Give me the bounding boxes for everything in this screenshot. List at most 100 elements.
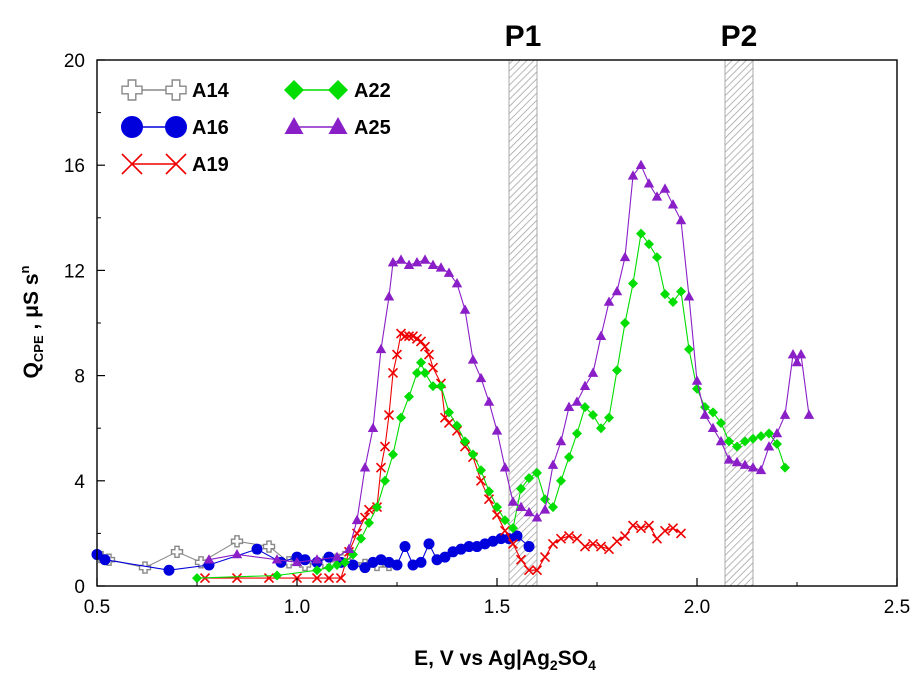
data-point-a16-22: [439, 551, 451, 563]
region-label-p1: P1: [505, 20, 542, 53]
data-point-a19-48: [603, 544, 615, 555]
y-tick-label: 12: [64, 261, 85, 282]
legend-item-a19: A19: [121, 153, 229, 176]
x-tick-label: 1.0: [284, 597, 310, 618]
data-point-a19-51: [627, 520, 639, 531]
data-point-a19-28: [443, 417, 455, 429]
data-point-a16-4: [251, 543, 263, 555]
data-point-a22-58: [756, 431, 766, 442]
y-tick-label: 8: [74, 367, 85, 388]
data-point-a25-65: [803, 409, 815, 419]
data-point-a19-41: [547, 538, 559, 549]
data-point-a25-23: [475, 372, 487, 383]
data-point-a19-15: [387, 367, 399, 379]
data-point-a25-27: [507, 496, 519, 506]
data-point-a22-61: [780, 462, 790, 473]
data-point-a22-23: [476, 465, 486, 476]
data-point-a22-18: [436, 381, 446, 392]
data-point-a22-45: [652, 252, 662, 263]
data-point-a25-28: [515, 501, 527, 511]
data-point-a22-38: [596, 423, 606, 434]
data-point-a25-9: [367, 422, 379, 433]
data-point-a25-20: [451, 278, 463, 288]
series-a25: [203, 159, 815, 567]
legend: A14 A16 A19 A22 A25: [121, 79, 391, 176]
data-point-a22-33: [556, 475, 566, 486]
data-point-a25-10: [375, 343, 387, 354]
data-point-a25-21: [459, 304, 471, 314]
data-point-a25-36: [579, 380, 591, 390]
data-point-a19-30: [459, 441, 471, 452]
data-point-a22-59: [764, 428, 774, 439]
data-point-a19-2: [263, 573, 275, 584]
data-point-a25-33: [555, 435, 567, 446]
data-point-a25-37: [587, 367, 599, 377]
data-point-a25-25: [491, 425, 503, 435]
legend-item-a22: A22: [284, 80, 391, 102]
data-point-a16-7: [299, 554, 311, 566]
data-point-a22-42: [628, 278, 638, 289]
data-point-a19-46: [587, 538, 599, 549]
data-point-a19-19: [403, 331, 415, 342]
data-point-a25-50: [691, 375, 703, 385]
data-point-a19-36: [507, 538, 519, 549]
series-a19: [199, 328, 687, 584]
legend-label-a16: A16: [192, 117, 229, 139]
data-point-a16-12: [359, 562, 371, 574]
data-point-a19-53: [643, 520, 655, 531]
legend-item-a14: A14: [121, 79, 230, 102]
data-point-a19-12: [375, 462, 387, 473]
data-point-a25-45: [651, 191, 663, 201]
y-tick-label: 0: [74, 577, 85, 598]
legend-item-a16: A16: [121, 116, 229, 139]
data-point-a25-4: [311, 554, 323, 564]
x-tick-label: 2.5: [884, 597, 910, 618]
data-point-a25-44: [643, 178, 655, 188]
data-point-a25-39: [603, 296, 615, 306]
series-a22: [192, 228, 790, 584]
data-point-a14-5: [230, 535, 244, 548]
data-point-a22-0: [192, 573, 202, 584]
data-point-a25-55: [731, 456, 743, 467]
data-point-a25-15: [411, 257, 423, 267]
data-point-a25-5: [331, 551, 343, 561]
data-point-a22-60: [772, 438, 782, 449]
data-point-a19-22: [415, 336, 427, 347]
data-point-a25-35: [571, 396, 583, 406]
data-point-a25-13: [395, 254, 407, 264]
series-line-a22: [196, 232, 786, 579]
data-point-a16-20: [423, 538, 435, 550]
data-point-a22-19: [444, 407, 454, 418]
data-point-a25-54: [723, 454, 735, 464]
data-point-a16-16: [391, 559, 403, 571]
data-point-a19-43: [563, 530, 575, 542]
data-point-a25-43: [635, 159, 647, 170]
data-point-a22-29: [524, 473, 534, 484]
data-point-a25-22: [467, 354, 479, 364]
legend-marker: [328, 117, 348, 134]
data-point-a14-6: [262, 540, 276, 553]
data-point-a25-12: [387, 257, 399, 267]
data-point-a22-8: [364, 517, 374, 528]
data-point-a19-4: [311, 573, 323, 584]
data-point-a22-25: [492, 502, 502, 513]
data-point-a25-8: [359, 462, 371, 472]
data-point-a22-52: [708, 407, 718, 418]
data-point-a16-2: [163, 564, 175, 576]
data-point-a25-16: [419, 254, 431, 264]
data-point-a25-46: [659, 183, 671, 193]
x-tick-label: 2.0: [684, 597, 710, 618]
data-point-a22-50: [692, 383, 702, 394]
data-point-a22-2: [312, 565, 322, 576]
data-point-a19-42: [555, 533, 567, 544]
data-point-a25-41: [619, 251, 631, 262]
region-p2: [724, 59, 754, 587]
data-point-a22-40: [612, 365, 622, 376]
legend-marker: [121, 79, 143, 101]
data-point-a25-11: [383, 291, 395, 301]
data-point-a19-55: [659, 525, 671, 536]
data-point-a22-20: [452, 420, 462, 431]
y-tick-label: 16: [64, 156, 85, 177]
data-point-a19-24: [423, 349, 435, 360]
